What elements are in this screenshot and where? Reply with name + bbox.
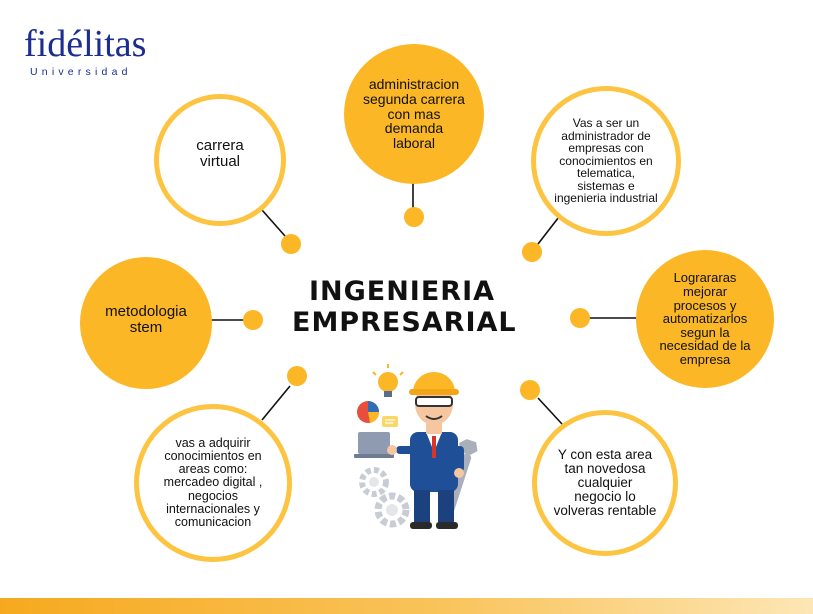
logo-subtitle: Universidad — [30, 66, 132, 78]
footer-bar — [0, 598, 813, 614]
connector-dot-top-right — [522, 242, 542, 262]
node-left: metodologia stem — [80, 257, 212, 389]
node-top-text: administracion segunda carrera con mas d… — [363, 76, 465, 152]
title-line-2: EMPRESARIAL — [292, 307, 517, 338]
engineer-illustration — [354, 364, 478, 529]
node-bottom-left: vas a adquirir conocimientos en areas co… — [134, 404, 292, 562]
node-bottom-right: Y con esta area tan novedosa cualquier n… — [532, 410, 678, 556]
connector-dot-bottom-right — [520, 380, 540, 400]
node-top-left-text: carrera virtual — [196, 137, 244, 170]
node-right-text: Lograraras mejorar procesos y automatiza… — [659, 270, 751, 368]
connector-dot-bottom-left — [287, 366, 307, 386]
diagram-title: INGENIERIA EMPRESARIAL — [292, 276, 517, 338]
node-bottom-left-text: vas a adquirir conocimientos en areas co… — [163, 436, 263, 529]
fidelitas-logo: fidélitas Universidad — [24, 16, 164, 78]
connector-dot-right — [570, 308, 590, 328]
connector-dot-left — [243, 310, 263, 330]
lightbulb-icon — [372, 364, 404, 397]
chat-bubble-icon — [382, 416, 398, 427]
connector-bottom-right — [537, 397, 563, 425]
node-right: Lograraras mejorar procesos y automatiza… — [636, 250, 774, 388]
connector-bottom-left — [261, 385, 291, 421]
connector-top-left — [261, 209, 286, 237]
node-top: administracion segunda carrera con mas d… — [344, 44, 484, 184]
title-line-1: INGENIERIA — [308, 276, 496, 307]
node-bottom-right-text: Y con esta area tan novedosa cualquier n… — [553, 446, 657, 519]
logo-wordmark: fidélitas — [24, 23, 147, 65]
laptop-icon — [354, 432, 394, 458]
node-top-left: carrera virtual — [154, 94, 286, 226]
node-left-text: metodologia stem — [105, 303, 187, 336]
connector-dot-top — [404, 207, 424, 227]
pie-chart-icon — [357, 401, 380, 423]
node-top-right: Vas a ser un administrador de empresas c… — [531, 86, 681, 236]
connector-dot-top-left — [281, 234, 301, 254]
node-top-right-text: Vas a ser un administrador de empresas c… — [554, 115, 658, 206]
engineer-figure — [387, 372, 464, 529]
gear-icon — [359, 467, 410, 528]
